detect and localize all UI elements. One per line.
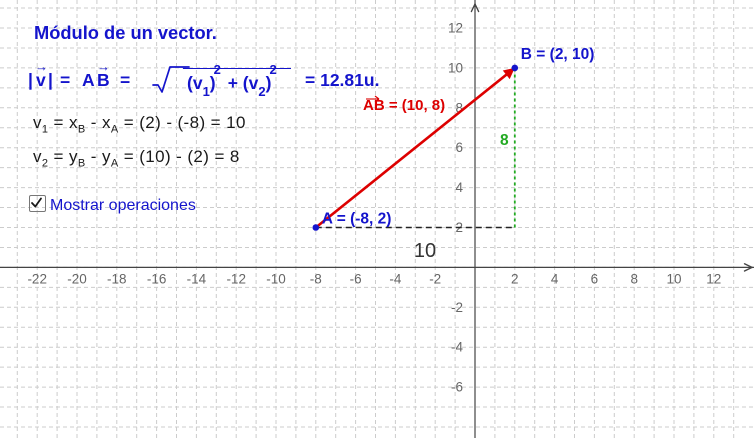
svg-text:-22: -22 [27, 271, 47, 286]
svg-text:-16: -16 [147, 271, 167, 286]
svg-text:4: 4 [551, 271, 559, 286]
svg-text:4: 4 [455, 180, 463, 195]
svg-text:-6: -6 [350, 271, 362, 286]
svg-text:-20: -20 [67, 271, 87, 286]
svg-text:B = (2, 10): B = (2, 10) [521, 46, 595, 63]
svg-text:12: 12 [448, 21, 463, 36]
svg-text:A = (-8, 2): A = (-8, 2) [322, 211, 392, 228]
svg-text:-6: -6 [451, 380, 463, 395]
svg-text:-12: -12 [226, 271, 246, 286]
svg-text:8: 8 [630, 271, 638, 286]
svg-text:-2: -2 [451, 300, 463, 315]
svg-text:-4: -4 [451, 340, 463, 355]
svg-text:-8: -8 [310, 271, 322, 286]
svg-text:-14: -14 [187, 271, 207, 286]
svg-text:-2: -2 [429, 271, 441, 286]
svg-text:-10: -10 [266, 271, 286, 286]
svg-text:10: 10 [448, 60, 463, 75]
svg-text:8: 8 [500, 132, 509, 149]
svg-text:10: 10 [666, 271, 681, 286]
svg-text:10: 10 [414, 240, 436, 262]
svg-text:6: 6 [591, 271, 599, 286]
svg-text:-18: -18 [107, 271, 127, 286]
svg-text:6: 6 [455, 140, 463, 155]
svg-text:Módulo de un vector.: Módulo de un vector. [34, 22, 217, 43]
svg-text:12: 12 [706, 271, 721, 286]
svg-text:2: 2 [511, 271, 519, 286]
svg-text:-4: -4 [389, 271, 401, 286]
